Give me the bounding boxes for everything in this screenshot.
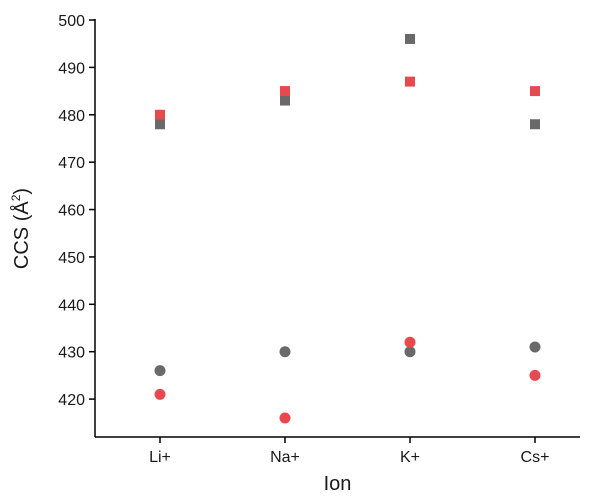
square-data-point <box>530 119 540 130</box>
y-axis-title-end: ) <box>11 188 33 195</box>
y-tick-label: 500 <box>58 13 85 30</box>
square-data-point <box>405 33 415 44</box>
x-tick-label: Li+ <box>149 449 171 466</box>
circle-data-point <box>279 412 291 424</box>
x-tick-label: Cs+ <box>521 449 550 466</box>
circle-data-point <box>529 369 541 381</box>
x-tick-label: Na+ <box>270 449 300 466</box>
y-axis-ticks: 420 430 440 450 460 470 480 490 500 <box>58 13 95 409</box>
circle-data-point <box>404 336 416 348</box>
y-axis-title-main: CCS (Å <box>10 201 33 269</box>
y-tick-label: 490 <box>58 60 85 77</box>
y-tick-label: 460 <box>58 203 85 220</box>
circle-data-point <box>529 341 541 353</box>
x-tick-label: K+ <box>400 449 420 466</box>
y-tick-label: 420 <box>58 392 85 409</box>
square-data-point <box>405 76 415 87</box>
y-tick-label: 480 <box>58 108 85 125</box>
y-tick-label: 430 <box>58 345 85 362</box>
x-axis-ticks: Li+ Na+ K+ Cs+ <box>149 437 549 466</box>
circle-data-point <box>279 346 291 358</box>
square-data-point <box>155 109 165 120</box>
y-tick-label: 440 <box>58 297 85 314</box>
circle-data-point <box>154 365 166 377</box>
plot-frame <box>94 19 580 438</box>
circle-data-point <box>404 346 416 358</box>
square-data-point <box>530 86 540 97</box>
square-data-point <box>155 119 165 130</box>
x-axis-title: Ion <box>324 473 352 495</box>
circle-data-point <box>154 388 166 400</box>
data-markers <box>154 33 541 424</box>
y-axis-title: CCS (Å2) <box>9 188 33 269</box>
square-data-point <box>280 95 290 106</box>
y-axis-title-superscript: 2 <box>9 194 23 201</box>
y-tick-label: 450 <box>58 250 85 267</box>
square-data-point <box>280 86 290 97</box>
y-tick-label: 470 <box>58 155 85 172</box>
